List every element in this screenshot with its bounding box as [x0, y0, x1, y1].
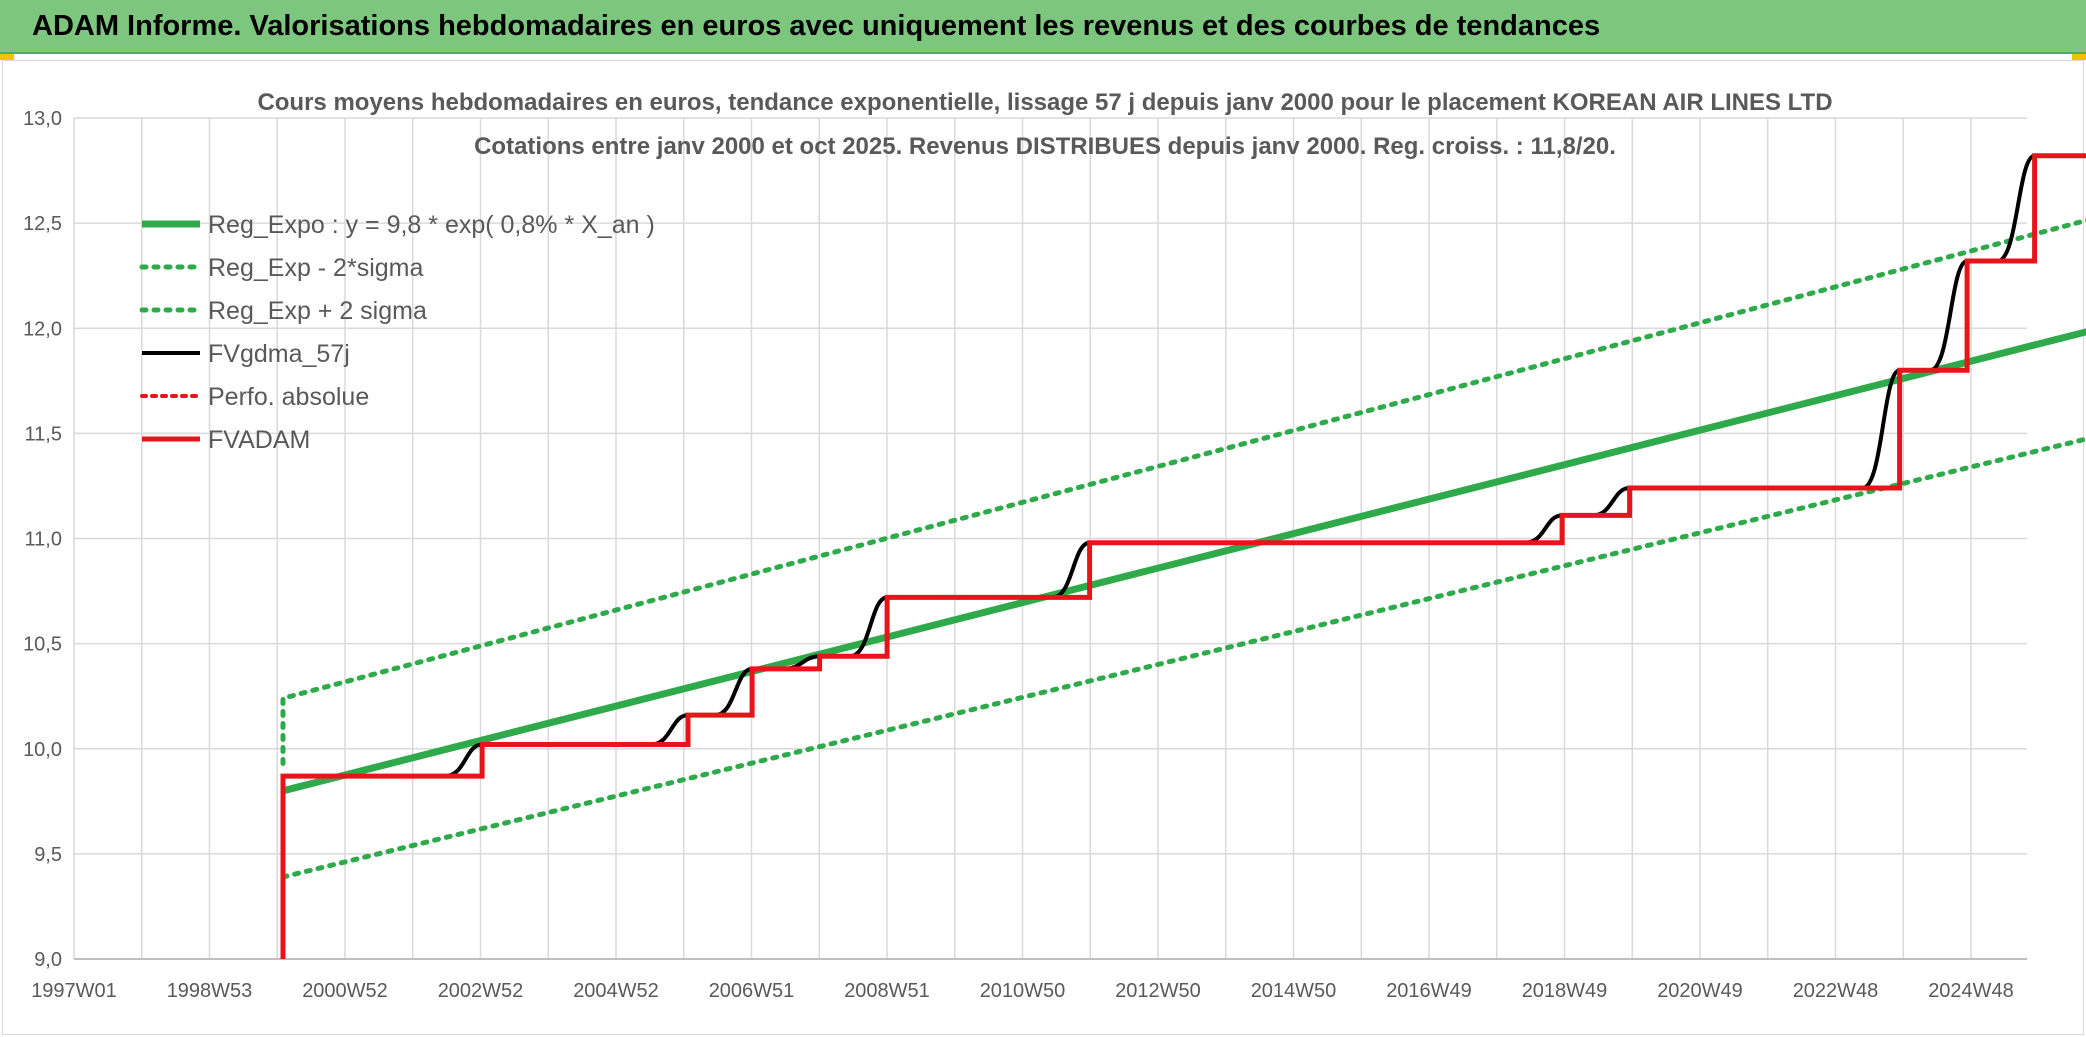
- x-tick-label: 2008W51: [844, 980, 930, 1002]
- x-tick-label: 2014W50: [1251, 980, 1337, 1002]
- x-tick-label: 2024W48: [1928, 980, 2014, 1002]
- x-axis-ticks: 1997W01 1998W53 2000W52 2002W52 2004W52 2006W…: [31, 980, 2014, 1002]
- series-line-0: [282, 328, 2086, 795]
- x-tick-label: 1997W01: [31, 980, 117, 1002]
- x-tick-label: 2020W49: [1657, 980, 1743, 1002]
- series: [280, 153, 2086, 959]
- series-line-fvgdma: [283, 153, 2086, 779]
- x-tick-label: 2000W52: [302, 980, 388, 1002]
- chart-title: Cours moyens hebdomadaires en euros, ten…: [257, 89, 1832, 116]
- x-tick-label: 2012W50: [1115, 980, 1201, 1002]
- x-tick-label: 2022W48: [1793, 980, 1879, 1002]
- y-tick-label: 12,5: [23, 213, 62, 235]
- x-tick-label: 2006W51: [709, 980, 795, 1002]
- report-title: ADAM Informe. Valorisations hebdomadaire…: [32, 10, 1601, 42]
- series-line-2: [280, 217, 2086, 766]
- y-tick-label: 12,0: [23, 318, 62, 340]
- legend: Reg_Expo : y = 9,8 * exp( 0,8% * X_an ) R…: [139, 211, 655, 454]
- x-tick-label: 2016W49: [1386, 980, 1472, 1002]
- x-tick-label: 2010W50: [980, 980, 1066, 1002]
- x-tick-label: 1998W53: [167, 980, 253, 1002]
- series-line-fvadam: [280, 153, 2086, 959]
- y-tick-label: 11,5: [25, 423, 62, 445]
- y-tick-label: 11,0: [25, 529, 62, 551]
- y-tick-label: 9,5: [34, 844, 62, 866]
- x-tick-label: 2004W52: [573, 980, 659, 1002]
- grid: [73, 117, 2027, 960]
- corner-mark-right: [2072, 54, 2086, 60]
- legend-label: FVgdma_57j: [208, 340, 350, 368]
- report-header: ADAM Informe. Valorisations hebdomadaire…: [0, 0, 2086, 54]
- legend-label: Reg_Expo : y = 9,8 * exp( 0,8% * X_an ): [208, 211, 655, 239]
- y-tick-label: 10,0: [23, 739, 62, 761]
- y-tick-label: 10,5: [23, 634, 62, 656]
- legend-label: Perfo. absolue: [208, 383, 369, 411]
- legend-label: FVADAM: [208, 426, 310, 454]
- legend-label: Reg_Exp - 2*sigma: [208, 254, 423, 282]
- y-tick-label: 9,0: [34, 949, 62, 971]
- corner-mark-left: [0, 54, 14, 60]
- y-axis-ticks: 9,0 9,5 10,0 10,5 11,0 11,5 12,0 12,5 13,0: [23, 108, 62, 971]
- x-tick-label: 2018W49: [1522, 980, 1608, 1002]
- x-tick-label: 2002W52: [438, 980, 524, 1002]
- chart-subtitle: Cotations entre janv 2000 et oct 2025. R…: [474, 133, 1616, 160]
- y-tick-label: 13,0: [23, 108, 62, 130]
- legend-label: Reg_Exp + 2 sigma: [208, 297, 427, 325]
- series-line-1: [280, 436, 2086, 880]
